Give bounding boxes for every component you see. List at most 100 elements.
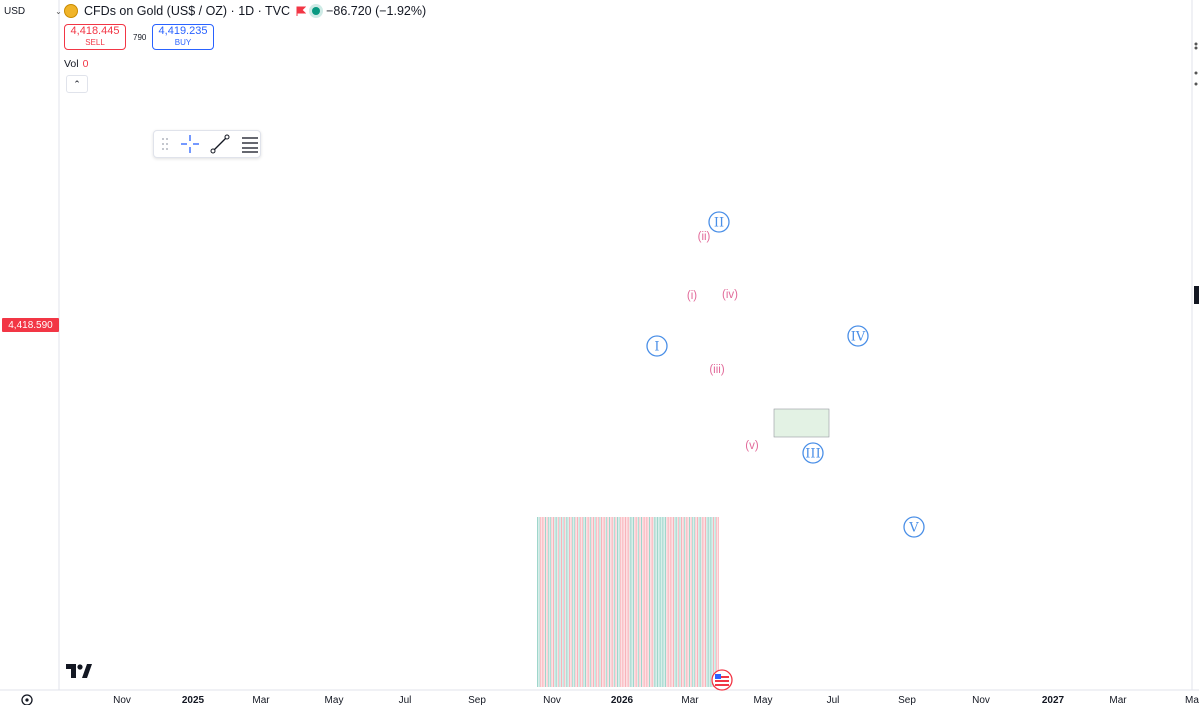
volume-bar (671, 517, 673, 687)
volume-bar (684, 517, 686, 687)
x-tick-label: Nov (113, 695, 131, 705)
volume-bar (586, 517, 588, 687)
volume-bar (605, 517, 607, 687)
trend-line-icon[interactable] (210, 134, 230, 154)
impulse-wave-label[interactable]: I (654, 340, 659, 355)
volume-bar (697, 517, 698, 687)
volume-bar (703, 517, 705, 687)
subwave-label[interactable]: (ii) (698, 231, 711, 243)
subwave-label[interactable]: (iv) (722, 289, 738, 301)
volume-bar (588, 517, 590, 687)
volume-bar (650, 517, 652, 687)
menu-lines-icon[interactable] (240, 134, 260, 154)
volume-bar (653, 517, 655, 687)
x-tick-label: 2026 (611, 695, 634, 705)
volume-bar (553, 517, 554, 687)
volume-bar (698, 517, 700, 687)
market-status-dot-icon (312, 7, 321, 15)
volume-bar (538, 517, 540, 687)
volume-bar (618, 517, 620, 687)
subwave-label[interactable]: (iii) (709, 364, 724, 376)
target-box[interactable] (773, 408, 830, 438)
subwave-label[interactable]: (i) (687, 290, 697, 302)
gold-coin-icon (64, 4, 78, 18)
volume-bar (647, 517, 649, 687)
volume-bar (695, 517, 697, 687)
x-tick-label: Mar (681, 695, 699, 705)
volume-label: Vol (64, 58, 79, 70)
volume-bar (669, 517, 671, 687)
impulse-wave-label[interactable]: II (714, 216, 724, 231)
volume-bar (681, 517, 682, 687)
volume-bar (573, 517, 575, 687)
volume-bar (657, 517, 658, 687)
crosshair-icon[interactable] (180, 134, 200, 154)
volume-bar (556, 517, 558, 687)
volume-legend: Vol 0 (64, 58, 88, 70)
volume-bar (685, 517, 687, 687)
volume-bar (660, 517, 662, 687)
volume-bar (602, 517, 604, 687)
volume-bar (610, 517, 612, 687)
volume-bar (548, 517, 550, 687)
sell-price: 4,418.445 (70, 25, 120, 37)
settings-gear-icon[interactable] (21, 694, 33, 705)
x-tick-label: Sep (898, 695, 916, 705)
volume-bar (594, 517, 596, 687)
x-tick-label: 2025 (182, 695, 205, 705)
volume-bar (593, 517, 594, 687)
buy-button[interactable]: 4,419.235 BUY (152, 24, 214, 50)
volume-bar (631, 517, 633, 687)
time-axis[interactable]: Nov 2025 Mar May Jul Sep Nov 2026 Mar May Jul Sep No… (113, 695, 1199, 705)
volume-bar (577, 517, 578, 687)
volume-bar (554, 517, 556, 687)
wave-circle (903, 516, 925, 538)
volume-bar (545, 517, 546, 687)
volume-bar (564, 517, 566, 687)
volume-bar (540, 517, 542, 687)
volume-bar (623, 517, 625, 687)
x-tick-label: May (325, 695, 344, 705)
buy-label: BUY (174, 38, 192, 47)
volume-bar (649, 517, 650, 687)
volume-bar (666, 517, 668, 687)
volume-bar (626, 517, 628, 687)
volume-bar (674, 517, 676, 687)
currency-selector[interactable]: USD ⌄ (4, 6, 62, 17)
impulse-wave-label[interactable]: III (805, 447, 820, 462)
flag-icon[interactable] (296, 6, 307, 16)
price-change: −86.720 (−1.92%) (326, 4, 427, 18)
volume-bar (599, 517, 601, 687)
volume-bar (597, 517, 599, 687)
volume-bar (658, 517, 660, 687)
volume-bar (690, 517, 692, 687)
wave-circle (802, 442, 824, 464)
volume-bar (717, 517, 719, 687)
x-tick-label: Mar (252, 695, 270, 705)
volume-bar (601, 517, 602, 687)
volume-bar (575, 517, 577, 687)
tradingview-logo-icon[interactable] (66, 664, 92, 678)
drag-handle-icon[interactable] (160, 134, 170, 154)
volume-bar (628, 517, 630, 687)
volume-bar (644, 517, 646, 687)
volume-bar (713, 517, 714, 687)
volume-bar (625, 517, 626, 687)
x-tick-label: 2027 (1042, 695, 1065, 705)
volume-bar (676, 517, 678, 687)
symbol-title[interactable]: CFDs on Gold (US$ / OZ) · 1D · TVC (84, 4, 291, 18)
impulse-wave-label[interactable]: IV (851, 330, 866, 345)
collapse-legend-button[interactable]: ⌃ (66, 75, 88, 93)
volume-bar (549, 517, 551, 687)
volume-bar (693, 517, 695, 687)
impulse-wave-label[interactable]: V (908, 521, 919, 536)
volume-bar (596, 517, 598, 687)
volume-value: 0 (82, 58, 89, 70)
volume-bar (612, 517, 614, 687)
subwave-label[interactable]: (v) (745, 440, 759, 452)
volume-bar (709, 517, 711, 687)
flag-badge-icon[interactable] (711, 669, 733, 691)
volume-bar (655, 517, 657, 687)
sell-button[interactable]: 4,418.445 SELL (64, 24, 126, 50)
